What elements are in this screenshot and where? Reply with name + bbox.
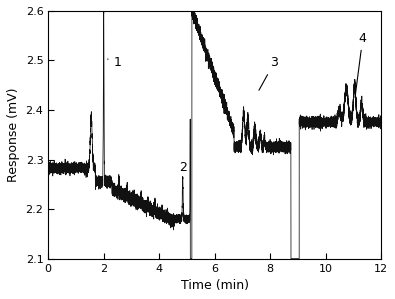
Text: 4: 4 (355, 32, 367, 97)
X-axis label: Time (min): Time (min) (181, 279, 248, 292)
Y-axis label: Response (mV): Response (mV) (7, 88, 20, 182)
Text: 2: 2 (179, 161, 187, 174)
Text: 1: 1 (108, 57, 121, 69)
Text: 3: 3 (259, 57, 278, 90)
